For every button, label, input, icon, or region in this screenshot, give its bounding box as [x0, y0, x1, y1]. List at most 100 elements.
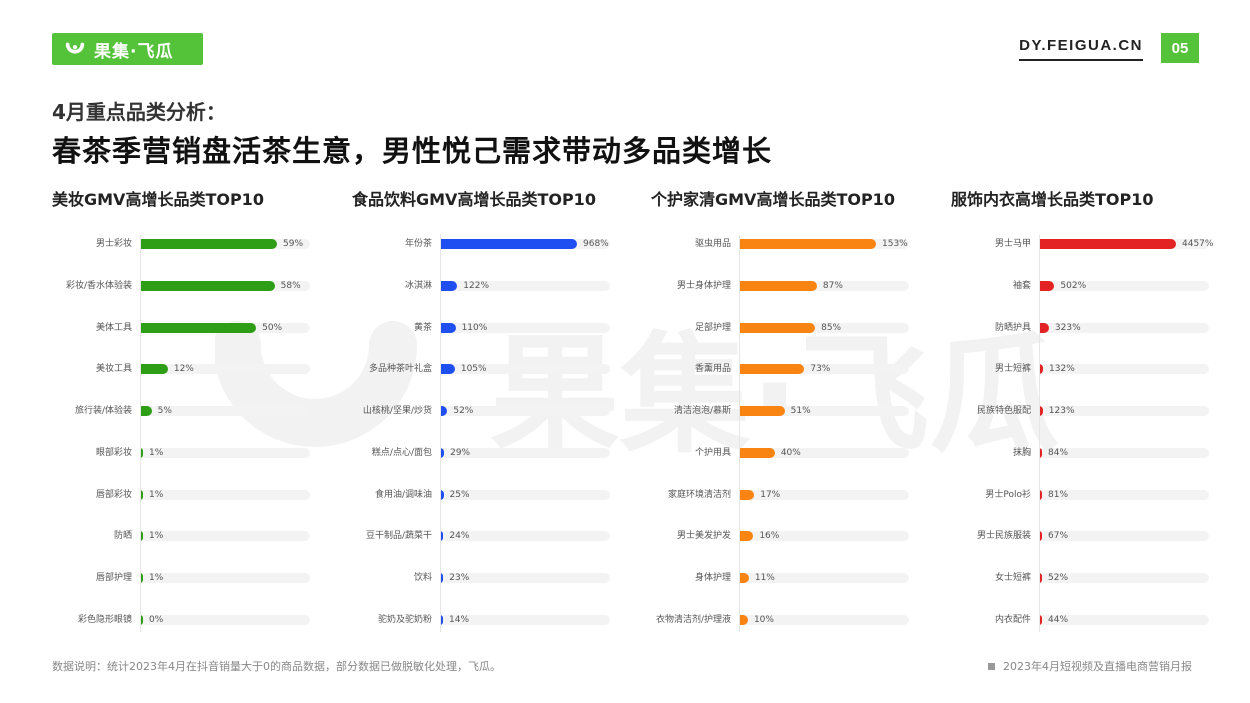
value-label: 52% [453, 406, 474, 416]
category-label: 足部护理 [694, 322, 731, 333]
bar [140, 239, 277, 249]
category-label: 男士身体护理 [676, 280, 731, 291]
bar [739, 447, 775, 458]
value-label: 40% [780, 447, 801, 458]
bar-track [440, 364, 610, 375]
bar-row: 香薰用品 73% [651, 362, 951, 376]
chart-title: 个护家清GMV高增长品类TOP10 [651, 190, 895, 209]
bar [739, 573, 749, 583]
bar [1039, 489, 1042, 500]
category-label: 唇部护理 [95, 573, 132, 583]
category-label: 糕点/点心/面包 [371, 447, 432, 458]
chart-axis [140, 235, 141, 632]
bar [440, 322, 456, 333]
category-label: 唇部彩妆 [95, 489, 132, 500]
category-label: 男士短裤 [994, 364, 1031, 375]
bar-row: 冰淇淋 122% [352, 279, 652, 293]
bar-track [140, 447, 310, 458]
bar [140, 447, 143, 458]
value-label: 122% [463, 280, 489, 291]
bar-track [440, 280, 610, 291]
bar-track [1039, 280, 1209, 291]
bar-row: 身体护理 11% [651, 571, 951, 585]
bar-track [440, 406, 610, 416]
bar-track [1039, 573, 1209, 583]
category-label: 男士彩妆 [95, 239, 132, 249]
bar-track [1039, 489, 1209, 500]
bar [440, 447, 445, 458]
page-number: 05 [1161, 33, 1199, 63]
bar-track [1039, 531, 1209, 542]
square-icon [988, 662, 995, 670]
bar-track [739, 322, 909, 333]
category-label: 男士Polo衫 [985, 489, 1031, 500]
category-label: 男士马甲 [994, 239, 1031, 249]
brand-logo: 果集·飞瓜 [52, 33, 203, 65]
value-label: 52% [1048, 573, 1069, 583]
category-label: 多品种茶叶礼盒 [368, 364, 432, 375]
bar-track [739, 614, 909, 625]
bar-track [1039, 322, 1209, 333]
site-url: DY.FEIGUA.CN [1019, 37, 1143, 61]
category-label: 彩妆/香水体验装 [65, 280, 132, 291]
bar-row: 山核桃/坚果/炒货 52% [352, 404, 652, 418]
category-label: 食用油/调味油 [374, 489, 432, 500]
bar-track [140, 531, 310, 542]
value-label: 23% [449, 573, 470, 583]
value-label: 968% [583, 239, 609, 249]
value-label: 84% [1048, 447, 1069, 458]
bar-row: 饮料 23% [352, 571, 652, 585]
category-label: 防晒护具 [994, 322, 1031, 333]
value-label: 81% [1048, 489, 1069, 500]
bar [440, 489, 444, 500]
bar-row: 豆干制品/蔬菜干 24% [352, 529, 652, 543]
bar-row: 糕点/点心/面包 29% [352, 446, 652, 460]
category-label: 驼奶及驼奶粉 [377, 614, 432, 625]
value-label: 153% [882, 239, 908, 249]
value-label: 132% [1049, 364, 1075, 375]
category-label: 内衣配件 [994, 614, 1031, 625]
bar [140, 364, 168, 375]
value-label: 0% [149, 614, 164, 625]
bar [140, 489, 143, 500]
bar [739, 531, 754, 542]
bar-row: 抹胸 84% [951, 446, 1250, 460]
bar-row: 多品种茶叶礼盒 105% [352, 362, 652, 376]
value-label: 4457% [1182, 239, 1214, 249]
value-label: 1% [149, 489, 164, 500]
bar-track [739, 531, 909, 542]
bar-track [140, 614, 310, 625]
bar [739, 406, 785, 416]
bar-row: 袖套 502% [951, 279, 1250, 293]
value-label: 323% [1054, 322, 1081, 333]
bar [140, 573, 143, 583]
category-label: 美妆工具 [95, 364, 132, 375]
value-label: 10% [753, 614, 774, 625]
bar [1039, 239, 1176, 249]
value-label: 17% [760, 489, 781, 500]
category-label: 眼部彩妆 [95, 447, 132, 458]
category-label: 美体工具 [95, 322, 132, 333]
bar-track [1039, 364, 1209, 375]
bar-row: 彩妆/香水体验装 58% [52, 279, 352, 293]
bar-row: 彩色隐形眼镜 0% [52, 613, 352, 627]
bar-track [739, 406, 909, 416]
chart-axis [739, 235, 740, 632]
bar [1039, 447, 1042, 458]
bar-track [739, 489, 909, 500]
value-label: 123% [1048, 406, 1075, 416]
value-label: 59% [283, 239, 304, 249]
category-label: 民族特色服配 [976, 406, 1031, 416]
value-label: 87% [822, 280, 843, 291]
bar-row: 男士Polo衫 81% [951, 488, 1250, 502]
bar [140, 322, 257, 333]
category-label: 年份茶 [404, 239, 432, 249]
bar-track [140, 573, 310, 583]
logo-text: 果集·飞瓜 [94, 41, 174, 62]
bar-row: 男士民族服装 67% [951, 529, 1250, 543]
value-label: 110% [461, 322, 488, 333]
bar [1039, 573, 1042, 583]
value-label: 1% [149, 573, 164, 583]
bar [440, 280, 458, 291]
bar-row: 食用油/调味油 25% [352, 488, 652, 502]
